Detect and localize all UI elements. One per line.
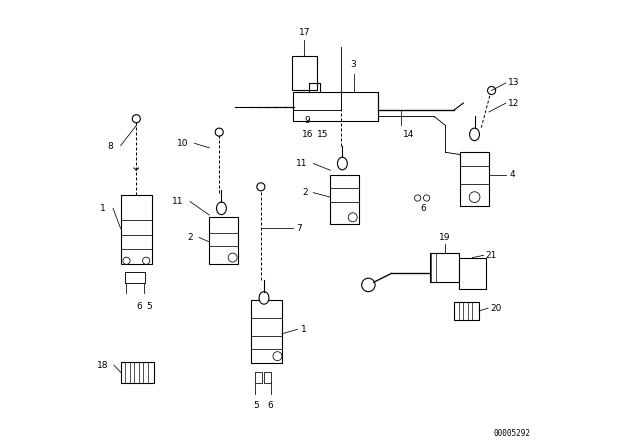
- Text: 10: 10: [177, 139, 189, 148]
- Bar: [430, 253, 459, 282]
- Text: 20: 20: [490, 304, 502, 313]
- Text: 2: 2: [302, 188, 308, 197]
- Bar: [454, 302, 479, 320]
- Text: 8: 8: [108, 142, 113, 151]
- Circle shape: [362, 278, 375, 292]
- Circle shape: [273, 352, 282, 361]
- Text: 6: 6: [420, 204, 426, 213]
- Bar: [209, 217, 238, 264]
- Bar: [459, 258, 486, 289]
- Circle shape: [123, 257, 130, 264]
- Ellipse shape: [337, 157, 348, 170]
- Text: 5: 5: [253, 401, 259, 410]
- Bar: [255, 372, 262, 383]
- Text: 13: 13: [508, 78, 520, 87]
- Bar: [460, 152, 489, 206]
- Text: 6: 6: [136, 302, 142, 311]
- Text: 2: 2: [188, 233, 193, 242]
- Text: 11: 11: [172, 197, 184, 206]
- Ellipse shape: [216, 202, 227, 215]
- Text: 16: 16: [301, 130, 313, 139]
- Circle shape: [469, 192, 480, 202]
- Text: 00005292: 00005292: [493, 429, 531, 438]
- Circle shape: [228, 253, 237, 262]
- Text: 3: 3: [351, 60, 356, 69]
- Text: 11: 11: [296, 159, 308, 168]
- Circle shape: [415, 195, 421, 201]
- Text: 18: 18: [97, 361, 109, 370]
- Circle shape: [215, 128, 223, 136]
- Text: 1: 1: [301, 325, 307, 334]
- Text: 6: 6: [267, 401, 273, 410]
- Bar: [251, 300, 282, 363]
- Text: 19: 19: [439, 233, 451, 242]
- Text: 17: 17: [299, 28, 310, 37]
- Ellipse shape: [470, 128, 479, 141]
- Text: 12: 12: [508, 99, 520, 108]
- Circle shape: [143, 257, 150, 264]
- Text: 21: 21: [486, 251, 497, 260]
- Text: 5: 5: [146, 302, 152, 311]
- Circle shape: [132, 115, 140, 123]
- Circle shape: [348, 213, 357, 222]
- Circle shape: [257, 183, 265, 191]
- Text: 1: 1: [100, 204, 106, 213]
- Bar: [292, 56, 317, 90]
- Text: 9: 9: [304, 116, 310, 125]
- Text: 15: 15: [317, 130, 328, 139]
- Text: 7: 7: [297, 224, 303, 233]
- Bar: [264, 372, 271, 383]
- Text: 4: 4: [509, 170, 515, 179]
- Bar: [125, 272, 145, 283]
- Circle shape: [488, 86, 495, 95]
- Bar: [330, 175, 359, 224]
- Bar: [121, 195, 152, 264]
- Circle shape: [424, 195, 430, 201]
- Text: 14: 14: [403, 130, 414, 139]
- Ellipse shape: [259, 292, 269, 304]
- Bar: [121, 362, 154, 383]
- Bar: [293, 92, 378, 121]
